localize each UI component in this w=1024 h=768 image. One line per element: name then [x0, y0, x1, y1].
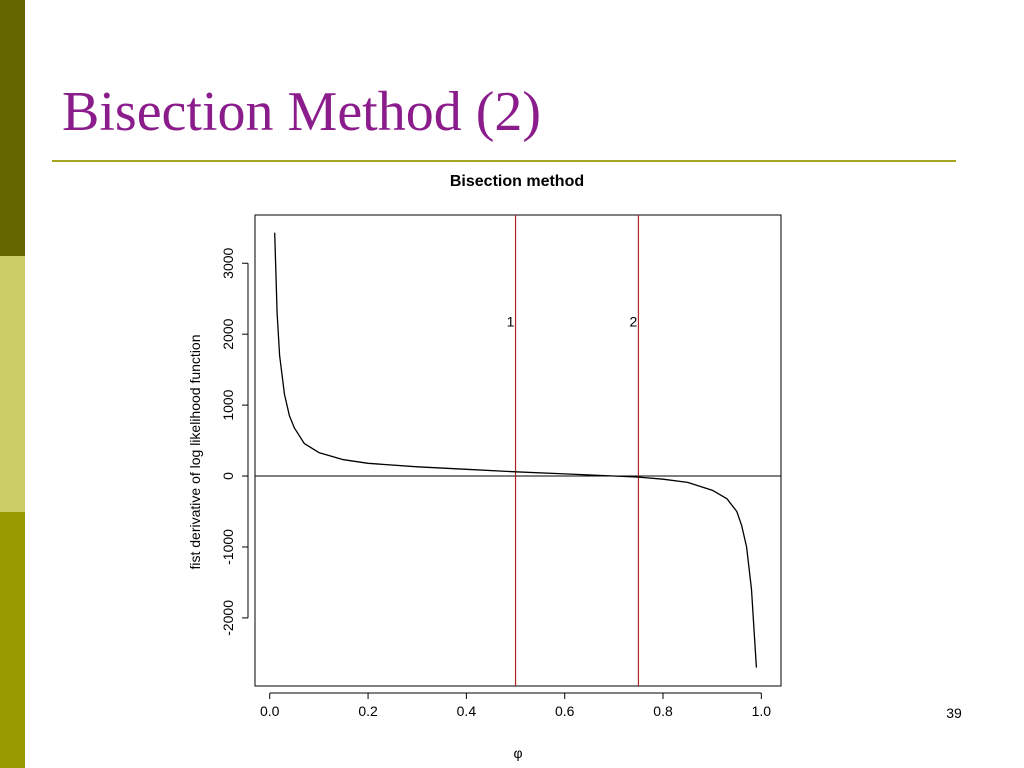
sidebar-segment-bottom — [0, 512, 25, 768]
y-tick-label: -1000 — [220, 529, 236, 565]
sidebar-decoration — [0, 0, 25, 768]
y-tick-label: -2000 — [220, 600, 236, 636]
title-divider — [52, 160, 956, 162]
x-tick-label: 0.2 — [358, 703, 378, 719]
y-axis: -2000 -1000 0 1000 2000 3000 — [220, 247, 249, 636]
page-number: 39 — [946, 705, 962, 721]
bisection-chart: Bisection method 0.0 0.2 0.4 0.6 0.8 1.0 -200… — [187, 173, 782, 761]
plot-frame — [254, 214, 782, 687]
bisection-label-1: 1 — [507, 313, 515, 329]
x-tick-label: 1.0 — [752, 703, 772, 719]
series-line-1 — [274, 232, 758, 668]
y-tick-label: 0 — [220, 472, 236, 480]
sidebar-segment-middle — [0, 256, 25, 512]
x-tick-label: 0.8 — [653, 703, 673, 719]
bisection-label-2: 2 — [630, 313, 638, 329]
chart-title: Bisection method — [450, 173, 584, 190]
x-axis-label: φ — [513, 745, 522, 761]
slide-title: Bisection Method (2) — [62, 81, 542, 143]
x-tick-label: 0.4 — [457, 703, 477, 719]
x-tick-label: 0.0 — [260, 703, 280, 719]
y-axis-label: fist derivative of log likelihood functi… — [187, 334, 203, 569]
x-axis: 0.0 0.2 0.4 0.6 0.8 1.0 — [260, 692, 772, 719]
y-tick-label: 2000 — [220, 318, 236, 349]
sidebar-segment-top — [0, 0, 25, 256]
x-tick-label: 0.6 — [555, 703, 575, 719]
y-tick-label: 1000 — [220, 389, 236, 420]
y-tick-label: 3000 — [220, 247, 236, 278]
